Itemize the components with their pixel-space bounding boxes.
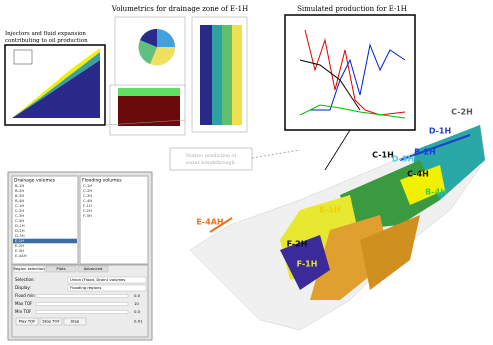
dropdown-value[interactable]: Union (Flood, Drain) volumes bbox=[70, 277, 125, 282]
tab-label[interactable]: Plots bbox=[56, 266, 65, 271]
well-label: C-4H bbox=[407, 170, 429, 179]
button-label[interactable]: Step bbox=[71, 319, 80, 324]
row-label: Min TOF bbox=[15, 309, 32, 314]
row-label: Selection: bbox=[15, 277, 35, 282]
slider[interactable] bbox=[36, 303, 128, 306]
volumetrics-title: Volumetrics for drainage zone of E-1H bbox=[111, 5, 248, 13]
slider-value: 10 bbox=[134, 301, 139, 306]
well-label: C-2H bbox=[451, 108, 473, 117]
production-plot bbox=[285, 15, 415, 170]
page: Volumetrics for drainage zone of E-1H Sim… bbox=[0, 0, 493, 345]
row-label: Max TOF bbox=[15, 301, 33, 306]
notice-box bbox=[170, 148, 252, 170]
button-label[interactable]: Stop TOF bbox=[42, 319, 59, 324]
control-panel bbox=[8, 172, 152, 340]
slider[interactable] bbox=[36, 295, 128, 298]
well-label: C-1H bbox=[372, 151, 394, 160]
tab-label[interactable]: Advanced bbox=[84, 266, 103, 271]
notice-pointer bbox=[252, 150, 300, 158]
well-label: F-2H bbox=[287, 240, 308, 249]
well-label: D-1H bbox=[429, 127, 451, 136]
list-item[interactable]: E-4AH bbox=[15, 253, 27, 258]
slider[interactable] bbox=[36, 311, 128, 314]
row-label: Display: bbox=[15, 285, 31, 290]
production-title: Simulated production for E-1H bbox=[297, 5, 407, 13]
slider-value: 0.0 bbox=[134, 293, 141, 298]
well-label: E-4AH bbox=[196, 218, 223, 227]
tab-label[interactable]: Region selection bbox=[13, 266, 45, 271]
row-label: Flood min bbox=[15, 293, 35, 298]
dropdown-value[interactable]: Flooding regions bbox=[70, 285, 101, 290]
well-label: F-1H bbox=[297, 260, 318, 269]
button-label[interactable]: Play TOF bbox=[19, 319, 36, 324]
oil-contribution-plot bbox=[5, 45, 105, 125]
slider-value: 0.0 bbox=[134, 309, 141, 314]
well-label: B-2H bbox=[414, 148, 436, 157]
well-label: D-3H bbox=[392, 155, 414, 164]
step-value: 0.01 bbox=[134, 319, 143, 324]
well-label: E-1H bbox=[319, 206, 340, 215]
volumetrics-panel bbox=[105, 17, 247, 135]
figure: Volumetrics for drainage zone of E-1H Sim… bbox=[0, 0, 493, 345]
well-label: B-4H bbox=[425, 188, 447, 197]
list-item[interactable]: F-3H bbox=[83, 213, 92, 218]
